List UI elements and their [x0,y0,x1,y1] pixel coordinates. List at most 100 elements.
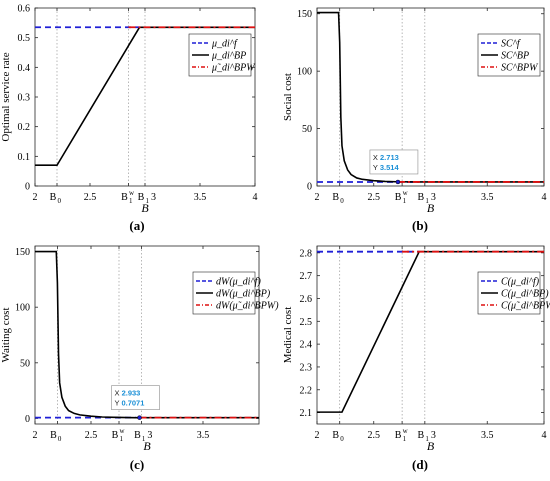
x-tick-subscript: 0 [58,197,62,205]
y-tick-label: 0.4 [18,63,31,74]
chart-panel-d: 2.12.22.32.42.52.62.72.82 B 0 2.5 B 1w B 1 3 3.5 4… [282,245,550,453]
x-axis-label: B [427,439,435,453]
y-tick-label: 50 [20,358,30,369]
x-tick-label: B [50,430,57,441]
y-tick-label: 0.5 [18,33,31,44]
x-tick-superscript: w [129,189,135,197]
x-tick-label: B [332,430,339,441]
y-tick-label: 150 [15,247,30,258]
x-tick-superscript: w [120,427,126,435]
legend-label: μ_di^f [211,39,238,50]
y-tick-label: 2.3 [300,362,313,373]
x-tick-label: 2.5 [368,192,381,203]
datatip-box [369,149,419,175]
x-tick-subscript: 1 [403,435,407,443]
panel-caption: (b) [412,218,428,233]
datatip-marker [395,179,401,185]
series-group [317,250,544,413]
x-tick-subscript: 1 [425,197,429,205]
y-tick-label: 0 [25,414,30,425]
x-tick-label: B [417,192,424,203]
x-tick-subscript: 0 [340,435,344,443]
y-tick-label: 50 [302,124,312,135]
y-tick-label: 0 [307,182,312,193]
y-tick-label: 2.8 [300,248,313,259]
y-tick-label: 0.3 [18,93,31,104]
legend-label: SC^f [501,39,521,50]
y-tick-label: 0.2 [18,122,31,133]
x-tick-label: B [121,192,128,203]
x-tick-label: 2 [33,192,38,203]
x-tick-label: B [332,192,339,203]
x-tick-label-after: 3 [151,192,156,203]
x-tick-label-after: 3 [147,430,152,441]
y-tick-label: 2.6 [300,294,313,305]
x-tick-label: 2.5 [368,430,381,441]
x-tick-label: 3.5 [194,192,207,203]
y-tick-label: 0 [25,182,30,193]
y-tick-label: 2.1 [300,408,313,419]
datatip-box [111,385,160,410]
legend-label: SC^BPW [501,63,539,74]
legend-label: C(μ̃_di^BPW) [501,301,550,312]
y-tick-label: 0.6 [18,4,31,15]
legend-label: dW(μ_di^BP) [216,289,271,300]
x-tick-label: B [138,192,145,203]
x-tick-label-after: 3 [431,430,436,441]
x-tick-label: 2.5 [85,430,98,441]
x-tick-superscript: w [403,427,409,435]
x-tick-label: 4 [542,192,547,203]
legend: C(μ_di^f)C(μ_di^BP)C(μ̃_di^BPW) [477,271,550,315]
y-tick-label: 2.2 [300,385,313,396]
y-axis-label: Optimal service rate [0,52,12,141]
legend: μ_di^fμ_di^BPμ̃_di^BPW [188,33,256,77]
datatip-y: Y 3.514 [373,163,400,172]
x-tick-subscript: 0 [58,435,62,443]
legend-label: μ_di^BP [211,51,246,62]
datatip-x: X 2.713 [373,153,399,162]
legend-label: dW(μ_di^f) [216,277,261,288]
x-tick-label: 3.5 [197,430,210,441]
x-tick-subscript: 1 [120,435,124,443]
panel-caption: (c) [130,457,144,472]
legend-label: C(μ_di^BP) [501,289,549,300]
x-tick-label: 2 [315,192,320,203]
datatip-x: X 2.933 [114,389,140,398]
chart-panel-a: 00.10.20.30.40.50.62 B 0 2.5 B 1w B 1 3 3.5 4BOpti… [0,4,258,216]
series-line-2 [317,11,544,183]
x-tick-label: 4 [542,430,547,441]
x-tick-label: B [112,430,119,441]
x-tick-label: 3.5 [481,430,494,441]
series-line-2 [35,26,255,167]
x-tick-subscript: 0 [340,197,344,205]
panel-caption: (a) [129,218,144,233]
x-tick-label: B [417,430,424,441]
x-tick-label: 2.5 [84,192,97,203]
series-group [35,26,255,167]
x-tick-label: B [395,430,402,441]
legend-label: dW(μ̃_di^BPW) [216,301,279,312]
x-tick-label: B [50,192,57,203]
x-tick-subscript: 1 [425,435,429,443]
datatip-x-value: 2.713 [380,153,399,162]
y-tick-label: 100 [15,303,30,314]
x-tick-label: 2 [33,430,38,441]
legend-label: SC^BP [501,51,529,62]
legend-label: μ̃_di^BPW [211,63,256,74]
y-tick-label: 100 [297,67,312,78]
x-axis-label: B [143,439,151,453]
x-tick-label: 3.5 [481,192,494,203]
x-tick-label: B [395,192,402,203]
x-axis-label: B [427,201,435,215]
datatip-marker [137,415,142,420]
x-tick-subscript: 1 [142,435,146,443]
y-tick-label: 2.5 [300,317,313,328]
datatip-y: Y 0.7071 [114,399,144,408]
y-axis-label: Medical cost [282,307,294,364]
datatip-y-value: 0.7071 [121,399,144,408]
x-tick-subscript: 1 [129,197,133,205]
